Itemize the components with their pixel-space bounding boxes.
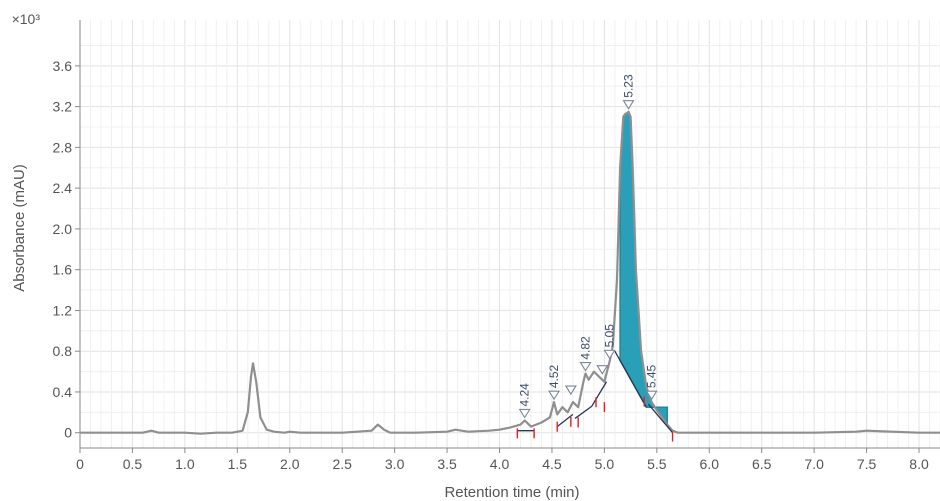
x-tick-label: 7.0: [804, 456, 824, 472]
peak-marker: [579, 362, 592, 372]
peak-label: 5.23: [622, 74, 636, 98]
x-tick-label: 5.5: [647, 456, 667, 472]
peak-label: 5.45: [645, 364, 659, 388]
chromatogram-trace: [80, 110, 940, 435]
axes: 0 0.5 1.0 1.5 2.0 2.5 3.0 3.5 4.0 4.5 5.0 5.5 6.0 6.5…: [53, 20, 940, 472]
x-tick-label: 0: [76, 456, 84, 472]
x-tick-label: 3.5: [437, 456, 457, 472]
integration-baseline: [574, 405, 593, 419]
y-tick-label: 1.6: [53, 262, 73, 278]
peak-marker: [622, 100, 635, 110]
peak-markers: 4.24 4.52 4.82 5.05 5.23 5.45: [518, 74, 659, 419]
integration-baseline: [614, 350, 647, 408]
x-tick-label: 1.0: [175, 456, 195, 472]
x-tick-label: 0.5: [123, 456, 143, 472]
y-tick-label: 3.2: [53, 99, 73, 115]
peak-marker: [518, 408, 531, 419]
grid: [79, 20, 940, 448]
y-tick-label: 2.4: [53, 180, 73, 196]
peak-label: 5.05: [603, 324, 617, 348]
x-tick-label: 8.0: [909, 456, 929, 472]
x-tick-label: 2.0: [280, 456, 300, 472]
y-tick-label: 2.0: [53, 221, 73, 237]
peak-marker-unlabeled: [564, 385, 577, 396]
peak-label: 4.24: [518, 383, 532, 407]
peak-marker-unlabeled: [596, 365, 609, 375]
peak-label: 4.82: [579, 336, 593, 360]
peak-marker: [645, 390, 658, 401]
x-tick-label: 7.5: [857, 456, 877, 472]
y-multiplier-label: ×10³: [12, 11, 41, 27]
integration-baselines: [516, 350, 674, 442]
x-tick-label: 6.0: [700, 456, 720, 472]
x-axis-title: Retention time (min): [444, 484, 579, 501]
integration-baseline: [591, 381, 608, 407]
peak-marker: [548, 390, 561, 401]
x-tick-label: 6.5: [752, 456, 772, 472]
x-tick-label: 3.0: [385, 456, 405, 472]
x-tick-label: 1.5: [228, 456, 248, 472]
integration-baseline: [556, 413, 574, 428]
y-tick-label: 0.4: [53, 384, 73, 400]
y-axis-title: Absorbance (mAU): [11, 164, 28, 292]
y-tick-label: 2.8: [53, 139, 73, 155]
x-tick-label: 2.5: [332, 456, 352, 472]
y-tick-label: 0: [64, 425, 72, 441]
y-tick-label: 3.6: [53, 58, 73, 74]
y-tick-label: 1.2: [53, 302, 73, 318]
y-tick-label: 0.8: [53, 343, 73, 359]
x-tick-label: 4.5: [542, 456, 562, 472]
peak-label: 4.52: [547, 364, 561, 388]
peak-marker: [603, 349, 616, 360]
x-tick-label: 5.0: [595, 456, 615, 472]
integration-baseline: [647, 403, 674, 434]
trace: [80, 110, 940, 435]
x-tick-label: 4.0: [490, 456, 510, 472]
